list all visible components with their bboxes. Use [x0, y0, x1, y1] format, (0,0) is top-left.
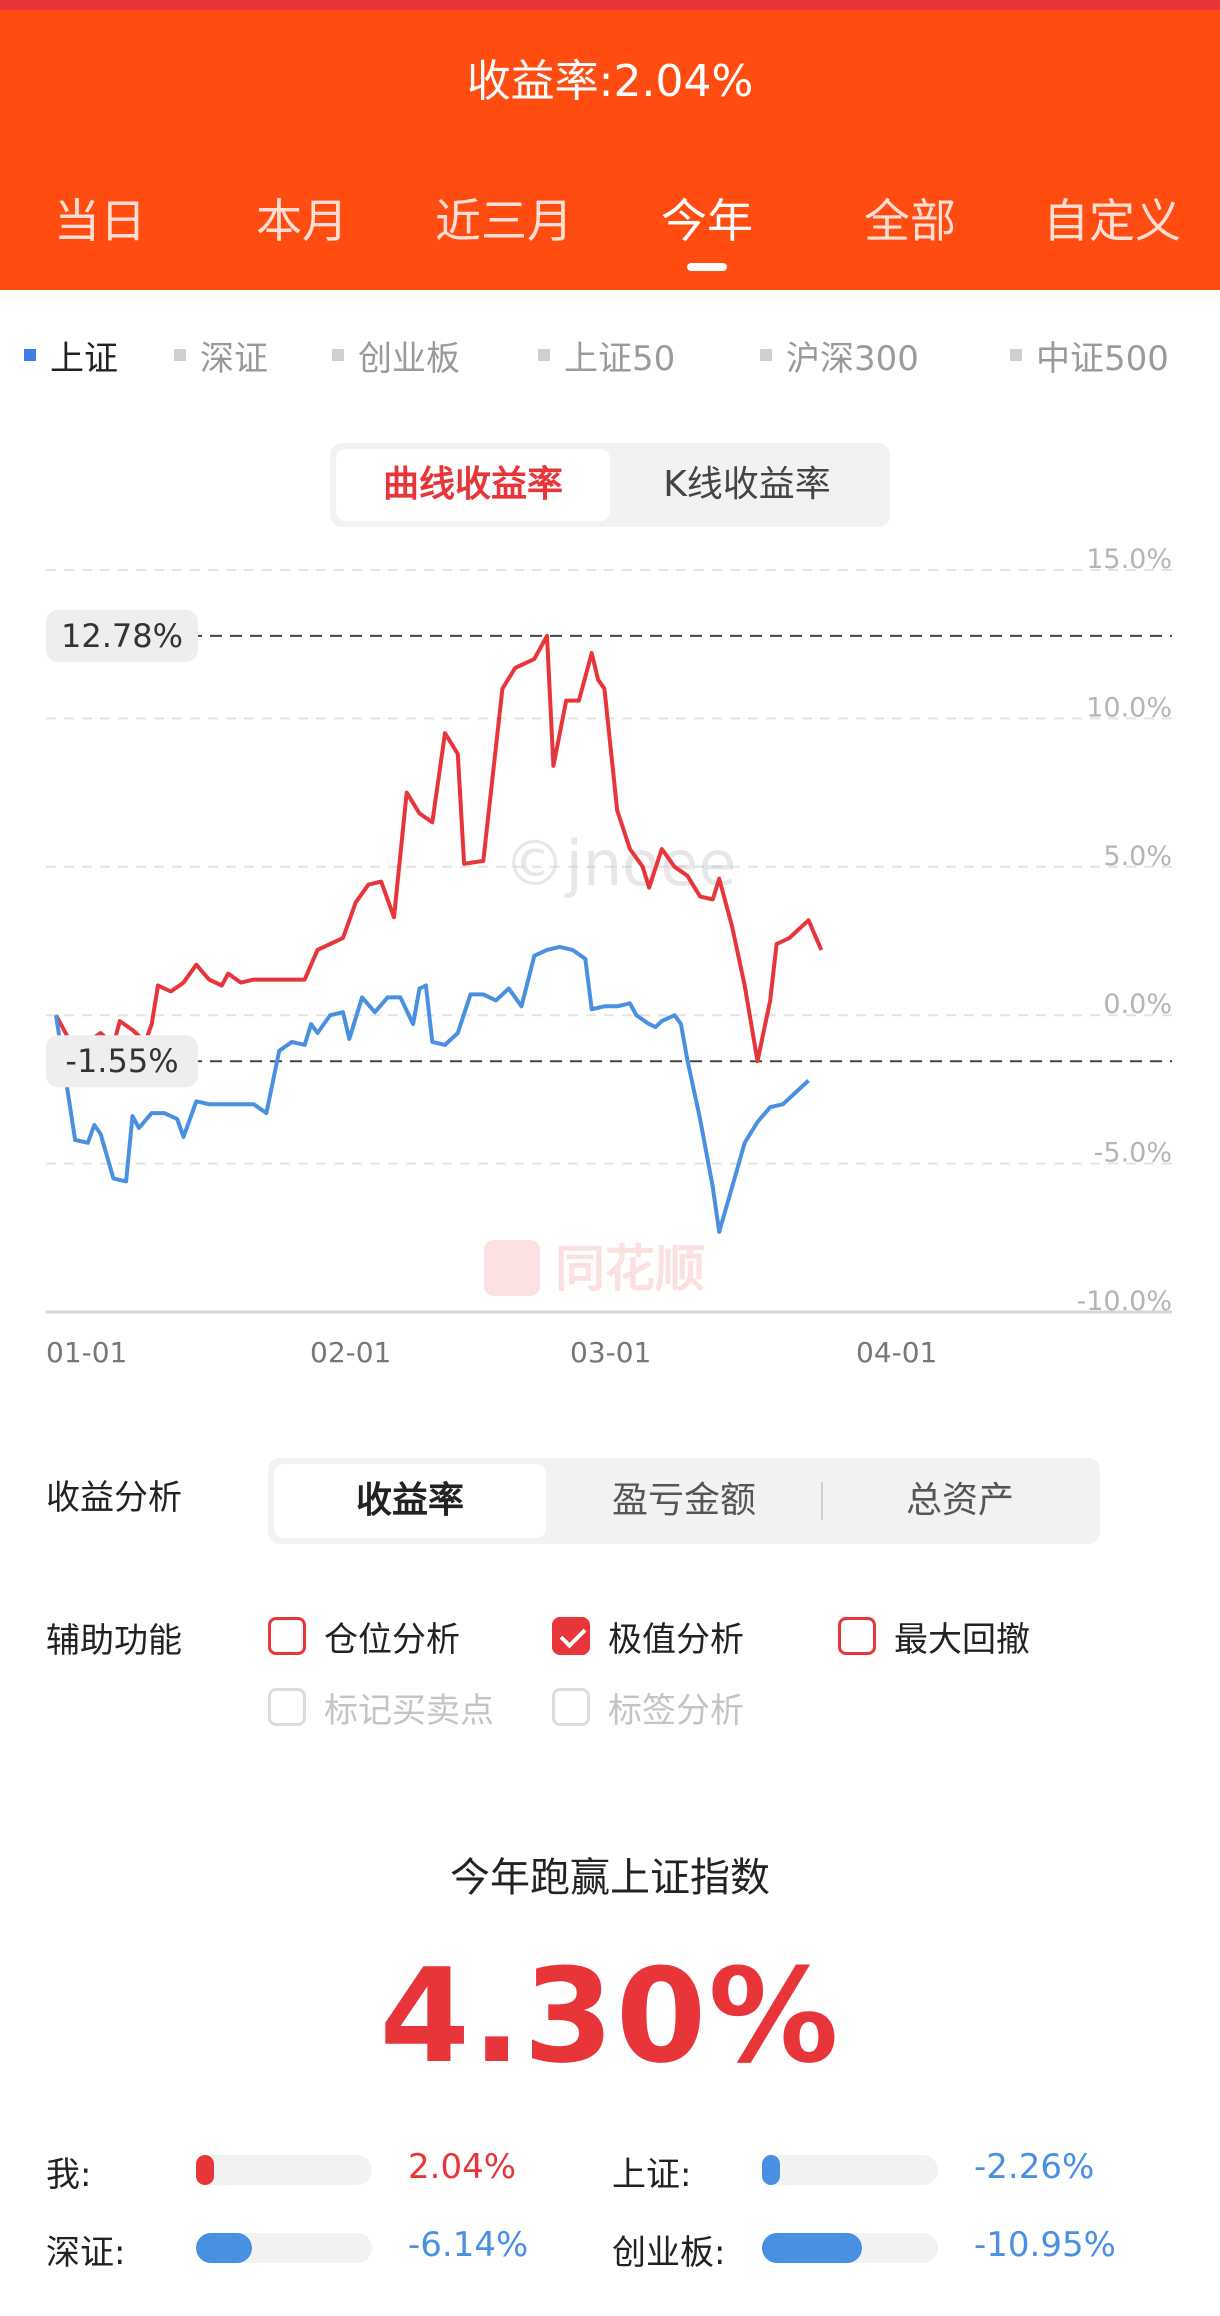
my-return-line: [54, 633, 824, 1064]
compare-shenzhen: 深证: -6.14%: [46, 2221, 566, 2273]
checkmark-icon: [552, 1617, 590, 1655]
index-label: 中证500: [1036, 338, 1169, 379]
legend-square-icon: [332, 349, 344, 361]
index-label: 沪深300: [786, 338, 919, 379]
result-title: 今年跑赢上证指数: [450, 1855, 770, 1901]
checkbox-label: 极值分析: [608, 1619, 744, 1660]
x-tick-label: 01-01: [46, 1336, 127, 1369]
compare-name: 深证:: [46, 2233, 126, 2273]
kline-return-option[interactable]: K线收益率: [663, 464, 831, 505]
compare-value: 2.04%: [408, 2147, 517, 2187]
extreme-value-label: -1.55%: [65, 1042, 178, 1080]
y-tick-label: 10.0%: [1086, 692, 1172, 723]
checkbox-label: 标签分析: [608, 1690, 744, 1731]
compare-fill: [196, 2155, 214, 2185]
legend-square-icon: [538, 349, 550, 361]
y-tick-label: 15.0%: [1086, 544, 1172, 575]
compare-value: -2.26%: [974, 2147, 1095, 2187]
compare-me: 我: 2.04%: [46, 2143, 566, 2195]
extreme-value-badge: [46, 609, 198, 662]
index-shanghai[interactable]: 上证: [24, 330, 118, 380]
compare-name: 我:: [46, 2155, 92, 2195]
index-label: 上证50: [564, 338, 676, 379]
analysis-toggle: 收益率 盈亏金额 总资产: [268, 1458, 1100, 1544]
tab-three-months[interactable]: 近三月: [435, 194, 573, 248]
compare-fill: [762, 2233, 862, 2263]
index-csi500[interactable]: 中证500: [1010, 330, 1169, 380]
index-sse50[interactable]: 上证50: [538, 330, 675, 380]
legend-square-icon: [174, 349, 186, 361]
page-title: 收益率:2.04%: [466, 56, 754, 107]
segment-divider: [821, 1482, 823, 1520]
index-label: 深证: [200, 338, 268, 379]
compare-track: [196, 2155, 372, 2185]
checkbox-label: 仓位分析: [324, 1619, 460, 1660]
index-selector: 上证 深证 创业板 上证50 沪深300 中证500: [0, 330, 1220, 380]
tab-today[interactable]: 当日: [54, 194, 146, 248]
x-tick-label: 04-01: [856, 1336, 937, 1369]
legend-square-icon: [24, 349, 36, 361]
aux-label: 辅助功能: [46, 1621, 182, 1661]
tab-custom[interactable]: 自定义: [1043, 194, 1181, 248]
checkbox-label: 最大回撤: [894, 1619, 1030, 1660]
compare-fill: [762, 2155, 780, 2185]
compare-track: [762, 2155, 938, 2185]
tab-this-year-label: 今年: [661, 194, 753, 248]
return-chart: ©jnoee 同花顺 15.0% 10.0% 5.0% 0.0% -5.0% -10.0%…: [46, 544, 1172, 1369]
index-csi300[interactable]: 沪深300: [760, 330, 919, 380]
index-shenzhen[interactable]: 深证: [174, 330, 268, 380]
compare-name: 上证:: [612, 2155, 692, 2195]
period-tabs: 当日 本月 近三月 今年 全部 自定义: [0, 185, 1220, 271]
checkbox-icon: [552, 1688, 590, 1726]
chart-watermark: ©jnoee: [504, 827, 737, 900]
extreme-analysis-checkbox[interactable]: 极值分析: [552, 1611, 744, 1661]
buy-sell-marks-checkbox[interactable]: 标记买卖点: [268, 1682, 494, 1732]
compare-shanghai: 上证: -2.26%: [612, 2143, 1172, 2195]
compare-name: 创业板:: [612, 2233, 726, 2273]
max-drawdown-checkbox[interactable]: 最大回撤: [838, 1611, 1030, 1661]
compare-value: -10.95%: [974, 2225, 1116, 2265]
compare-chinext: 创业板: -10.95%: [612, 2221, 1172, 2273]
watermark-logo-text: 同花顺: [555, 1240, 705, 1298]
result-value: 4.30%: [379, 1940, 841, 2092]
position-analysis-checkbox[interactable]: 仓位分析: [268, 1611, 460, 1661]
analysis-label: 收益分析: [46, 1478, 182, 1518]
checkbox-icon: [268, 1617, 306, 1655]
checkbox-icon: [838, 1617, 876, 1655]
compare-track: [762, 2233, 938, 2263]
y-tick-label: 5.0%: [1103, 841, 1172, 872]
index-label: 上证: [50, 338, 118, 379]
tab-this-year[interactable]: 今年: [607, 185, 807, 271]
y-tick-label: -5.0%: [1094, 1138, 1172, 1169]
index-label: 创业板: [358, 338, 460, 379]
checkbox-icon: [268, 1688, 306, 1726]
legend-square-icon: [1010, 349, 1022, 361]
header-top-line: [0, 0, 1220, 10]
y-tick-label: 0.0%: [1103, 989, 1172, 1020]
curve-return-option[interactable]: 曲线收益率: [336, 449, 610, 521]
y-tick-label: -10.0%: [1076, 1286, 1172, 1317]
extreme-value-label: 12.78%: [61, 617, 183, 655]
header: 收益率:2.04% 当日 本月 近三月 今年 全部 自定义: [0, 0, 1220, 290]
tab-active-indicator: [687, 263, 727, 271]
checkbox-label: 标记买卖点: [324, 1690, 494, 1731]
tab-all[interactable]: 全部: [864, 194, 956, 248]
chart-mode-toggle: 曲线收益率 K线收益率: [330, 443, 890, 527]
legend-square-icon: [760, 349, 772, 361]
index-chinext[interactable]: 创业板: [332, 330, 460, 380]
tab-month[interactable]: 本月: [256, 194, 348, 248]
x-tick-label: 03-01: [570, 1336, 651, 1369]
extreme-value-badge: [46, 1035, 198, 1088]
compare-track: [196, 2233, 372, 2263]
return-rate-option[interactable]: 收益率: [274, 1464, 546, 1538]
profit-amount-option[interactable]: 盈亏金额: [611, 1480, 756, 1521]
compare-fill: [196, 2233, 252, 2263]
watermark-logo-icon: [484, 1240, 540, 1296]
index-return-line: [54, 944, 810, 1234]
compare-value: -6.14%: [408, 2225, 529, 2265]
x-tick-label: 02-01: [310, 1336, 391, 1369]
tag-analysis-checkbox[interactable]: 标签分析: [552, 1682, 744, 1732]
total-assets-option[interactable]: 总资产: [905, 1480, 1014, 1521]
